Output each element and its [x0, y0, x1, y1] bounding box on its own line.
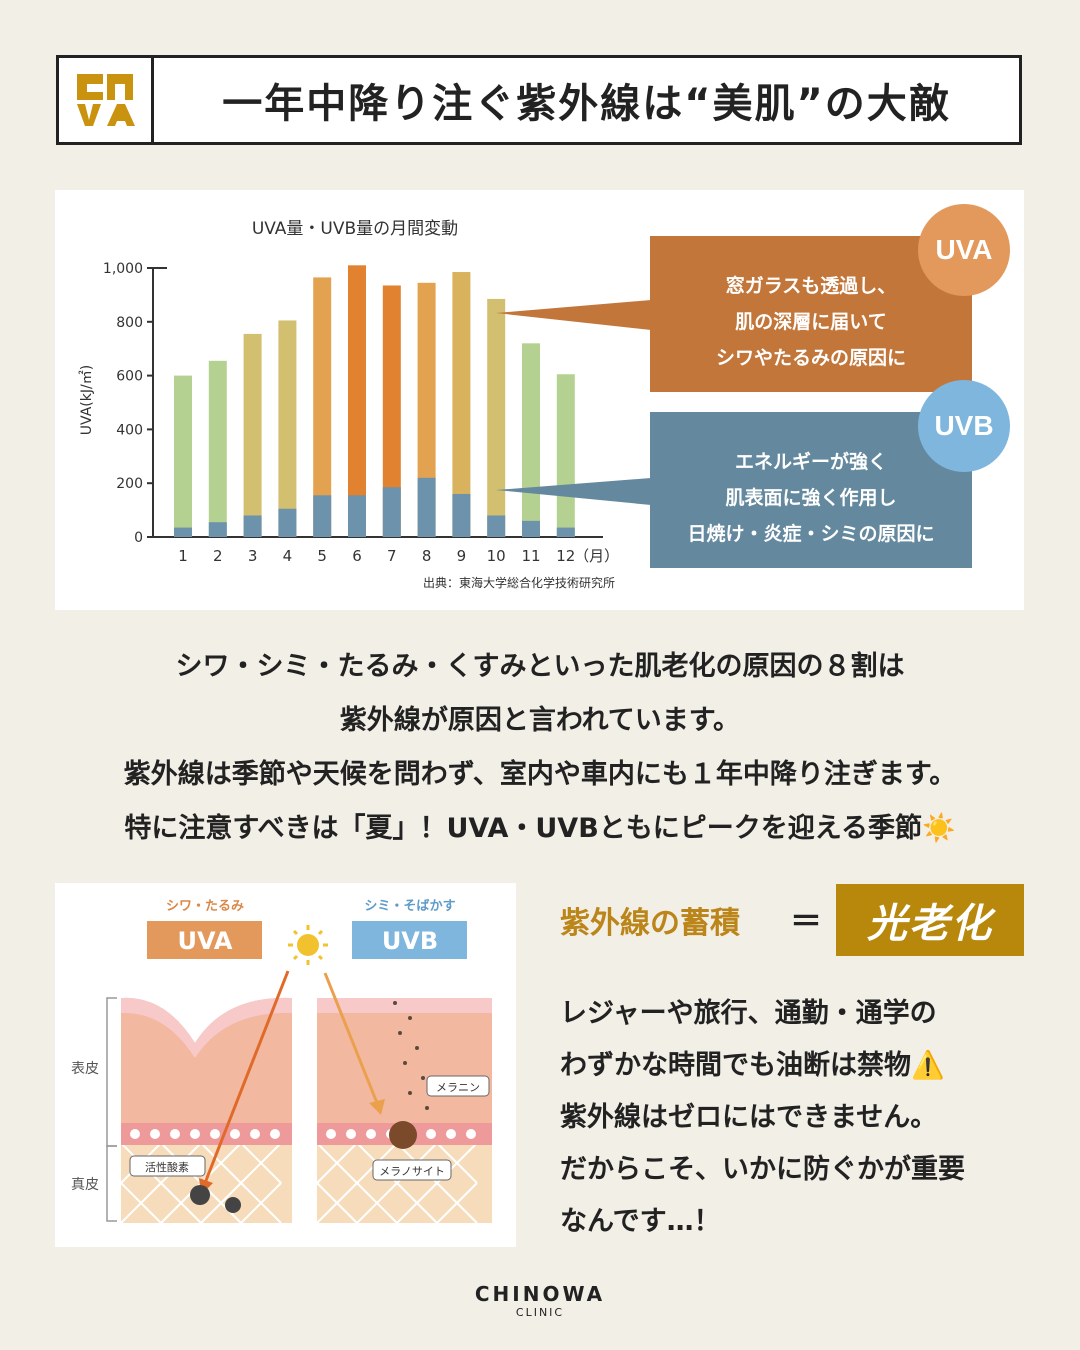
x-tick-label: 3 — [248, 547, 258, 565]
side-line: だからこそ、いかに防ぐかが重要 — [560, 1154, 965, 1185]
y-tick-label: 400 — [116, 422, 143, 438]
uvb-bar — [452, 493, 471, 537]
uv-chart: UVA量・UVB量の月間変動 UVA(kJ/㎡) 0 200 400 600 800 1,00… — [79, 219, 619, 590]
dermis-label: 真皮 — [71, 1177, 99, 1193]
uva-callout-line: シワやたるみの原因に — [715, 347, 906, 369]
body-line: 特に注意すべきは「夏」！UVA・UVBともにピークを迎える季節☀️ — [124, 813, 956, 844]
uva-pointer — [496, 300, 651, 330]
callout-pointers — [496, 300, 651, 505]
uva-caption: シワ・たるみ — [166, 899, 244, 914]
uvb-label-box — [352, 921, 467, 959]
uva-bar — [313, 277, 332, 537]
chart-title: UVA量・UVB量の月間変動 — [252, 219, 458, 239]
x-tick-label: 8 — [422, 547, 432, 565]
uvb-callout-line: 日焼け・炎症・シミの原因に — [687, 523, 935, 545]
melanocyte-label: メラノサイト — [379, 1165, 445, 1178]
uva-badge: UVA — [918, 204, 1010, 296]
side-line: わずかな時間でも油断は禁物⚠️ — [560, 1050, 945, 1081]
uva-bar — [382, 285, 401, 537]
chinowa-logo — [59, 58, 154, 142]
x-tick-label: 6 — [352, 547, 362, 565]
uva-label: UVA — [177, 927, 232, 955]
uvb-caption: シミ・そばかす — [364, 899, 455, 914]
highlight-label: 紫外線の蓄積 — [560, 906, 740, 941]
footer-sub: CLINIC — [515, 1306, 565, 1319]
x-tick-label: 7 — [387, 547, 397, 565]
body-line: シワ・シミ・たるみ・くすみといった肌老化の原因の８割は — [175, 651, 905, 682]
side-line: なんです…！ — [560, 1206, 721, 1237]
page-title: 一年中降り注ぐ紫外線は“美肌”の大敵 — [222, 81, 951, 127]
skin-illustration: シワ・たるみ UVA シミ・そばかす UVB 表皮 真皮 — [55, 883, 516, 1247]
uva-bar — [348, 265, 366, 537]
side-line: 紫外線はゼロにはできません。 — [560, 1102, 938, 1133]
highlight-equals: ＝ — [790, 902, 823, 940]
uva-bar — [208, 360, 227, 537]
uvb-bar — [522, 520, 540, 537]
uvb-bar — [487, 515, 506, 537]
uvb-bar — [174, 527, 192, 537]
y-tick-label: 200 — [116, 476, 143, 492]
skin-left: 活性酸素 — [120, 970, 292, 1224]
uvb-bar — [208, 522, 227, 537]
active-oxygen-label: 活性酸素 — [145, 1160, 189, 1174]
uvb-callout: エネルギーが強く 肌表面に強く作用し 日焼け・炎症・シミの原因に — [650, 412, 972, 568]
uvb-callout-line: 肌表面に強く作用し — [725, 487, 897, 509]
uvb-bar — [243, 515, 262, 537]
y-tick-label: 0 — [134, 530, 143, 546]
uva-bar — [417, 282, 436, 537]
uvb-bar — [348, 495, 366, 537]
uvb-bar — [313, 495, 332, 537]
uva-callout-line: 肌の深層に届いて — [735, 311, 887, 333]
epidermis-label: 表皮 — [71, 1061, 99, 1077]
footer: CHINOWA CLINIC — [0, 1282, 1080, 1319]
uva-bar — [452, 272, 471, 537]
uva-bar — [243, 333, 262, 537]
melanin-label: メラニン — [436, 1081, 480, 1094]
skin-right: メラニン メラノサイト — [316, 972, 492, 1224]
x-tick-label: 11 — [521, 547, 540, 565]
body-line: 紫外線が原因と言われています。 — [339, 705, 741, 736]
y-axis-label: UVA(kJ/㎡) — [79, 365, 95, 435]
y-tick-label: 1,000 — [103, 261, 143, 277]
uvb-callout-line: エネルギーが強く — [734, 451, 887, 473]
footer-brand: CHINOWA — [474, 1282, 606, 1306]
x-tick-label: 12 — [556, 547, 575, 565]
uvb-bar — [382, 487, 401, 537]
uvb-badge: UVB — [918, 380, 1010, 472]
y-tick-label: 600 — [116, 369, 143, 385]
x-tick-label: 1 — [178, 547, 188, 565]
x-unit-label: （月） — [574, 547, 619, 565]
x-tick-label: 2 — [213, 547, 223, 565]
body-text: シワ・シミ・たるみ・くすみといった肌老化の原因の８割は 紫外線が原因と言われてい… — [40, 640, 1040, 856]
uvb-bar — [278, 508, 297, 537]
x-tick-label: 4 — [283, 547, 293, 565]
x-tick-label: 10 — [487, 547, 506, 565]
y-tick-label: 800 — [116, 315, 143, 331]
uva-label-box — [147, 921, 262, 959]
sun-icon — [288, 925, 328, 965]
uvb-pointer — [496, 478, 651, 505]
uvb-bar — [417, 477, 436, 537]
uva-callout: 窓ガラスも透過し、 肌の深層に届いて シワやたるみの原因に — [650, 236, 972, 392]
chart-source: 出典：東海大学総合化学技術研究所 — [423, 575, 615, 590]
side-line: レジャーや旅行、通勤・通学の — [560, 998, 937, 1029]
uva-bar — [278, 320, 297, 537]
uva-callout-line: 窓ガラスも透過し、 — [725, 275, 897, 297]
body-line: 紫外線は季節や天候を問わず、室内や車内にも１年中降り注ぎます。 — [123, 759, 957, 790]
uva-bar — [487, 298, 506, 537]
uvb-bar — [556, 527, 575, 537]
uva-bar — [174, 375, 192, 537]
x-tick-label: 5 — [317, 547, 327, 565]
x-tick-label: 9 — [457, 547, 467, 565]
uvb-label: UVB — [382, 927, 438, 955]
side-text: レジャーや旅行、通勤・通学の わずかな時間でも油断は禁物⚠️ 紫外線はゼロにはで… — [560, 988, 1040, 1248]
title-banner: 一年中降り注ぐ紫外線は“美肌”の大敵 — [56, 55, 1022, 145]
highlight-value: 光老化 — [836, 884, 1024, 956]
